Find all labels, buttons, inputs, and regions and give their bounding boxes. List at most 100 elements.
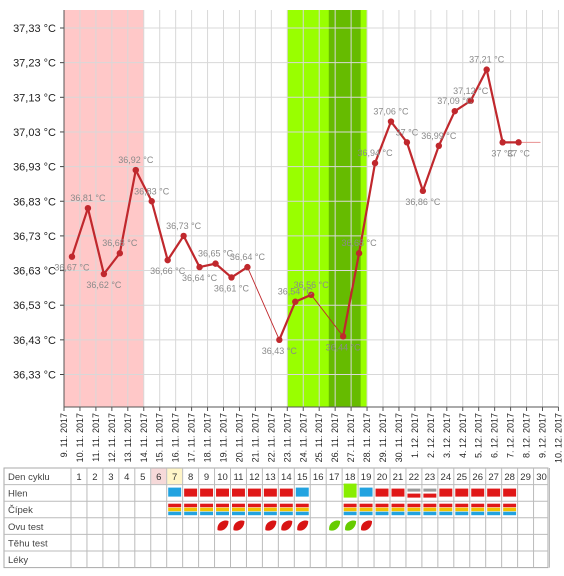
cycle-day-number: 24 — [441, 472, 452, 483]
y-tick-label: 36,43 °C — [13, 335, 56, 347]
y-tick-label: 36,83 °C — [13, 196, 56, 208]
cipek-mark — [200, 507, 214, 512]
cipek-mark — [184, 507, 198, 512]
series-segment — [118, 168, 137, 255]
data-point — [196, 263, 203, 271]
data-point — [435, 142, 443, 150]
cycle-day-number: 21 — [393, 472, 404, 483]
data-label: 37 °C — [491, 148, 514, 158]
data-point — [451, 107, 458, 115]
data-label: 36,54 °C — [278, 287, 314, 297]
data-label: 36,67 °C — [54, 263, 90, 273]
cipek-mark — [247, 503, 261, 508]
x-tick-label: 25. 11. 2017 — [314, 413, 324, 462]
cipek-mark — [391, 503, 405, 508]
cipek-mark — [232, 511, 245, 516]
data-point — [387, 118, 395, 125]
data-label: 36,62 °C — [86, 280, 122, 290]
data-point — [212, 260, 219, 267]
y-tick-label: 37,03 °C — [13, 127, 56, 139]
data-label: 36,64 °C — [182, 273, 218, 283]
cycle-day-number: 28 — [504, 472, 515, 483]
hlen-mark — [487, 488, 501, 497]
band-1 — [64, 10, 144, 407]
cipek-mark — [168, 511, 182, 516]
cipek-mark — [168, 507, 182, 512]
data-point — [292, 298, 299, 305]
hlen-mark — [359, 487, 373, 497]
series-segment — [389, 120, 409, 144]
data-label: 36,94 °C — [357, 148, 393, 158]
series-segment — [166, 234, 185, 262]
data-point — [84, 204, 92, 212]
table-row-label: Čípek — [8, 505, 33, 516]
data-label: 36,83 °C — [134, 186, 170, 196]
x-tick-label: 13. 11. 2017 — [123, 413, 133, 462]
x-tick-label: 14. 11. 2017 — [139, 413, 149, 462]
series-segment — [310, 294, 344, 337]
cipek-mark — [487, 511, 501, 516]
y-axis: 37,33 °C 37,23 °C 37,13 °C 37,03 °C 36,93 °C… — [13, 10, 65, 407]
hlen-mark — [263, 488, 277, 497]
cycle-day-number: 10 — [217, 472, 228, 483]
cipek-mark — [232, 503, 245, 508]
hlen-mark — [295, 487, 309, 497]
cipek-mark — [200, 511, 214, 516]
data-point — [132, 166, 139, 174]
hlen-mark — [184, 488, 198, 497]
data-label: 37,09 °C — [437, 96, 473, 106]
ovu-test-icon — [329, 520, 341, 531]
cipek-mark — [471, 511, 485, 516]
cipek-mark — [439, 511, 453, 516]
x-tick-label: 29. 11. 2017 — [378, 413, 388, 462]
cipek-mark — [487, 507, 501, 512]
cipek-mark — [439, 507, 453, 512]
cipek-mark — [247, 507, 261, 512]
table-row-label: Den cyklu — [8, 472, 50, 483]
table-row-label: Léky — [8, 555, 28, 566]
data-label: 36,73 °C — [166, 221, 202, 231]
cipek-mark — [423, 511, 437, 516]
cipek-mark — [168, 503, 182, 508]
cycle-day-number: 30 — [536, 472, 547, 483]
x-tick-label: 5. 12. 2017 — [474, 413, 484, 458]
cycle-day-number: 8 — [188, 472, 193, 483]
chart-bands — [64, 10, 368, 407]
cipek-mark — [343, 507, 357, 512]
ovu-test-icon — [345, 520, 357, 531]
cipek-mark — [200, 503, 214, 508]
cipek-mark — [343, 503, 357, 508]
series-segment — [357, 162, 377, 255]
x-axis: 9. 11. 2017 10. 11. 2017 11. 11. 2017 12. 1… — [59, 406, 563, 463]
cipek-mark — [407, 511, 421, 516]
cycle-day-number: 12 — [249, 472, 260, 483]
data-point — [483, 66, 490, 73]
cipek-mark — [184, 511, 198, 516]
data-label: 36,56 °C — [294, 280, 330, 290]
series-segment — [102, 252, 121, 276]
hlen-mark — [455, 488, 469, 497]
day-highlight — [167, 468, 183, 485]
cycle-day-number: 4 — [124, 472, 129, 483]
data-point — [499, 139, 506, 146]
hlen-mark — [503, 488, 517, 497]
x-tick-label: 28. 11. 2017 — [362, 413, 372, 462]
hlen-mark — [216, 488, 229, 497]
data-label: 36,66 °C — [150, 266, 186, 276]
cipek-mark — [216, 511, 229, 516]
cycle-day-number: 15 — [297, 472, 308, 483]
y-tick-label: 37,33 °C — [13, 23, 56, 35]
ovu-test-icon — [360, 520, 373, 531]
cipek-mark — [503, 503, 517, 508]
ovu-test-icon — [217, 520, 229, 531]
cipek-mark — [375, 511, 389, 516]
x-tick-label: 12. 11. 2017 — [107, 413, 117, 462]
hlen-mark — [168, 487, 182, 497]
x-tick-label: 20. 11. 2017 — [234, 413, 244, 462]
cycle-day-number: 29 — [520, 472, 531, 483]
cipek-mark — [279, 507, 293, 512]
cycle-day-number: 26 — [472, 472, 483, 483]
data-point — [116, 250, 124, 257]
cycle-day-number: 5 — [140, 472, 145, 483]
cipek-mark — [216, 507, 229, 512]
